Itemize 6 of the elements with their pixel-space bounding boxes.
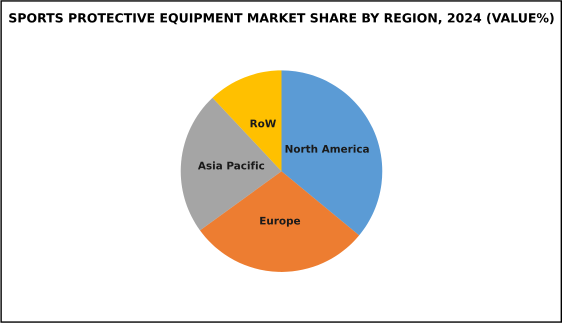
slice-label: Asia Pacific bbox=[198, 161, 264, 170]
slice-label: RoW bbox=[250, 120, 276, 128]
pie-slice bbox=[200, 171, 360, 272]
slice-label: Europe bbox=[260, 216, 300, 227]
chart-title: SPORTS PROTECTIVE EQUIPMENT MARKET SHARE BY REGION, 2024 (VALUE%) bbox=[9, 12, 554, 24]
slice-label: North America bbox=[286, 144, 369, 153]
